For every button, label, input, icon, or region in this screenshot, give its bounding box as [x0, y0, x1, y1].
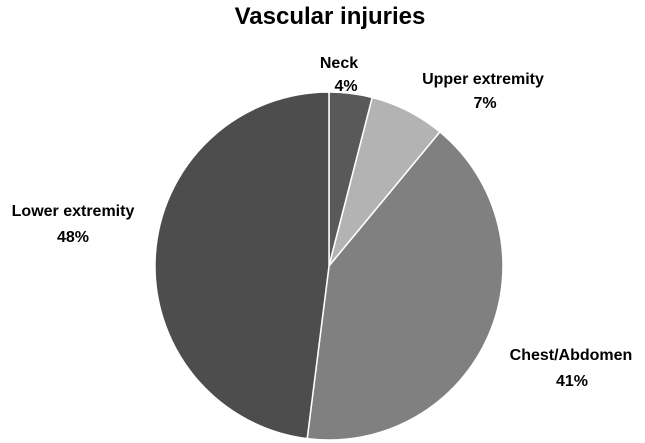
chart-title: Vascular injuries: [235, 3, 426, 30]
slice-label-chest-abdomen: Chest/Abdomen: [510, 347, 633, 364]
slice-label-lower-extremity: Lower extremity: [12, 203, 135, 220]
pie-labels: Neck 4% Upper extremity 7% Chest/Abdomen…: [12, 55, 633, 390]
slice-value-neck: 4%: [334, 78, 357, 95]
pie-slice-chest-abdomen: [306, 130, 504, 441]
slice-value-chest-abdomen: 41%: [556, 373, 588, 390]
pie-slice-lower-extremity: [154, 91, 330, 440]
slice-label-upper-extremity: Upper extremity: [422, 71, 544, 88]
slice-label-neck: Neck: [320, 55, 358, 72]
slice-value-upper-extremity: 7%: [473, 95, 496, 112]
slice-value-lower-extremity: 48%: [57, 229, 89, 246]
pie-slices: [154, 91, 504, 441]
